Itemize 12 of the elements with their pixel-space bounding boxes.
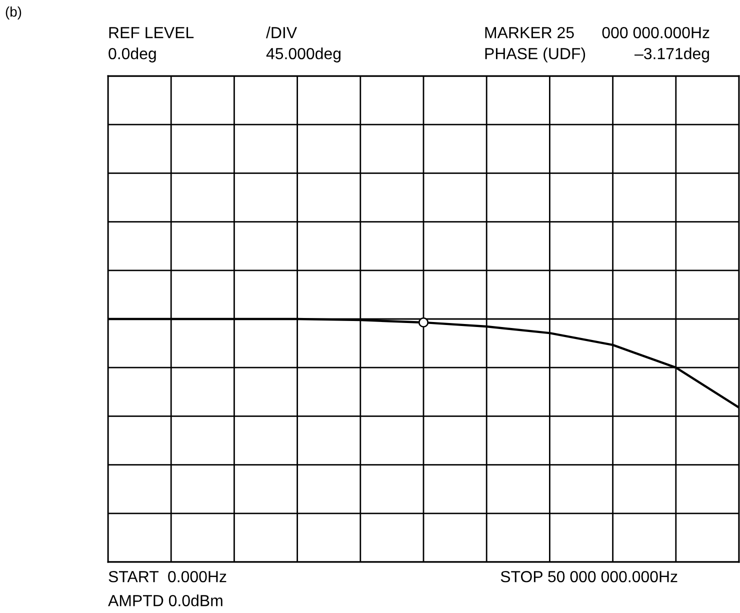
text: 0.0deg — [108, 48, 156, 62]
text: /DIV — [266, 26, 297, 38]
text: START 0.000Hz — [108, 570, 226, 582]
text: AMPTD 0.0dBm — [108, 594, 222, 606]
text: 000 000.000Hz — [602, 26, 710, 38]
text: MARKER 25 — [485, 26, 574, 38]
text: (b) — [6, 6, 22, 20]
text: STOP 50 000 000.000Hz — [500, 570, 678, 582]
text: REF LEVEL — [109, 27, 194, 38]
text: –3.171deg — [634, 48, 709, 62]
text: PHASE (UDF) — [485, 48, 586, 62]
text: 45.000deg — [266, 48, 340, 62]
